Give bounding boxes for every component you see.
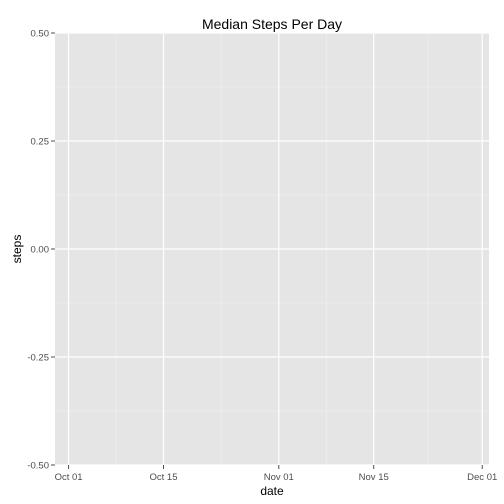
y-tick-label: -0.25: [27, 353, 49, 364]
chart-title: Median Steps Per Day: [202, 16, 342, 32]
x-tick-label: Dec 01: [467, 472, 497, 483]
x-tick-label: Nov 15: [359, 472, 389, 483]
y-tick-label: 0.00: [31, 245, 50, 256]
x-axis-ticks: Oct 01 Oct 15 Nov 01 Nov 15 Dec 01: [55, 465, 497, 483]
x-tick-label: Nov 01: [264, 472, 294, 483]
major-gridlines: [55, 32, 489, 466]
y-tick-label: -0.50: [27, 461, 49, 472]
x-axis-title: date: [260, 484, 284, 498]
y-tick-label: 0.25: [31, 137, 50, 148]
y-axis-title: steps: [10, 235, 24, 264]
y-tick-label: 0.50: [31, 29, 50, 40]
x-tick-label: Oct 15: [150, 472, 178, 483]
y-axis-ticks: -0.50 -0.25 0.00 0.25 0.50: [27, 29, 55, 472]
x-tick-label: Oct 01: [55, 472, 83, 483]
